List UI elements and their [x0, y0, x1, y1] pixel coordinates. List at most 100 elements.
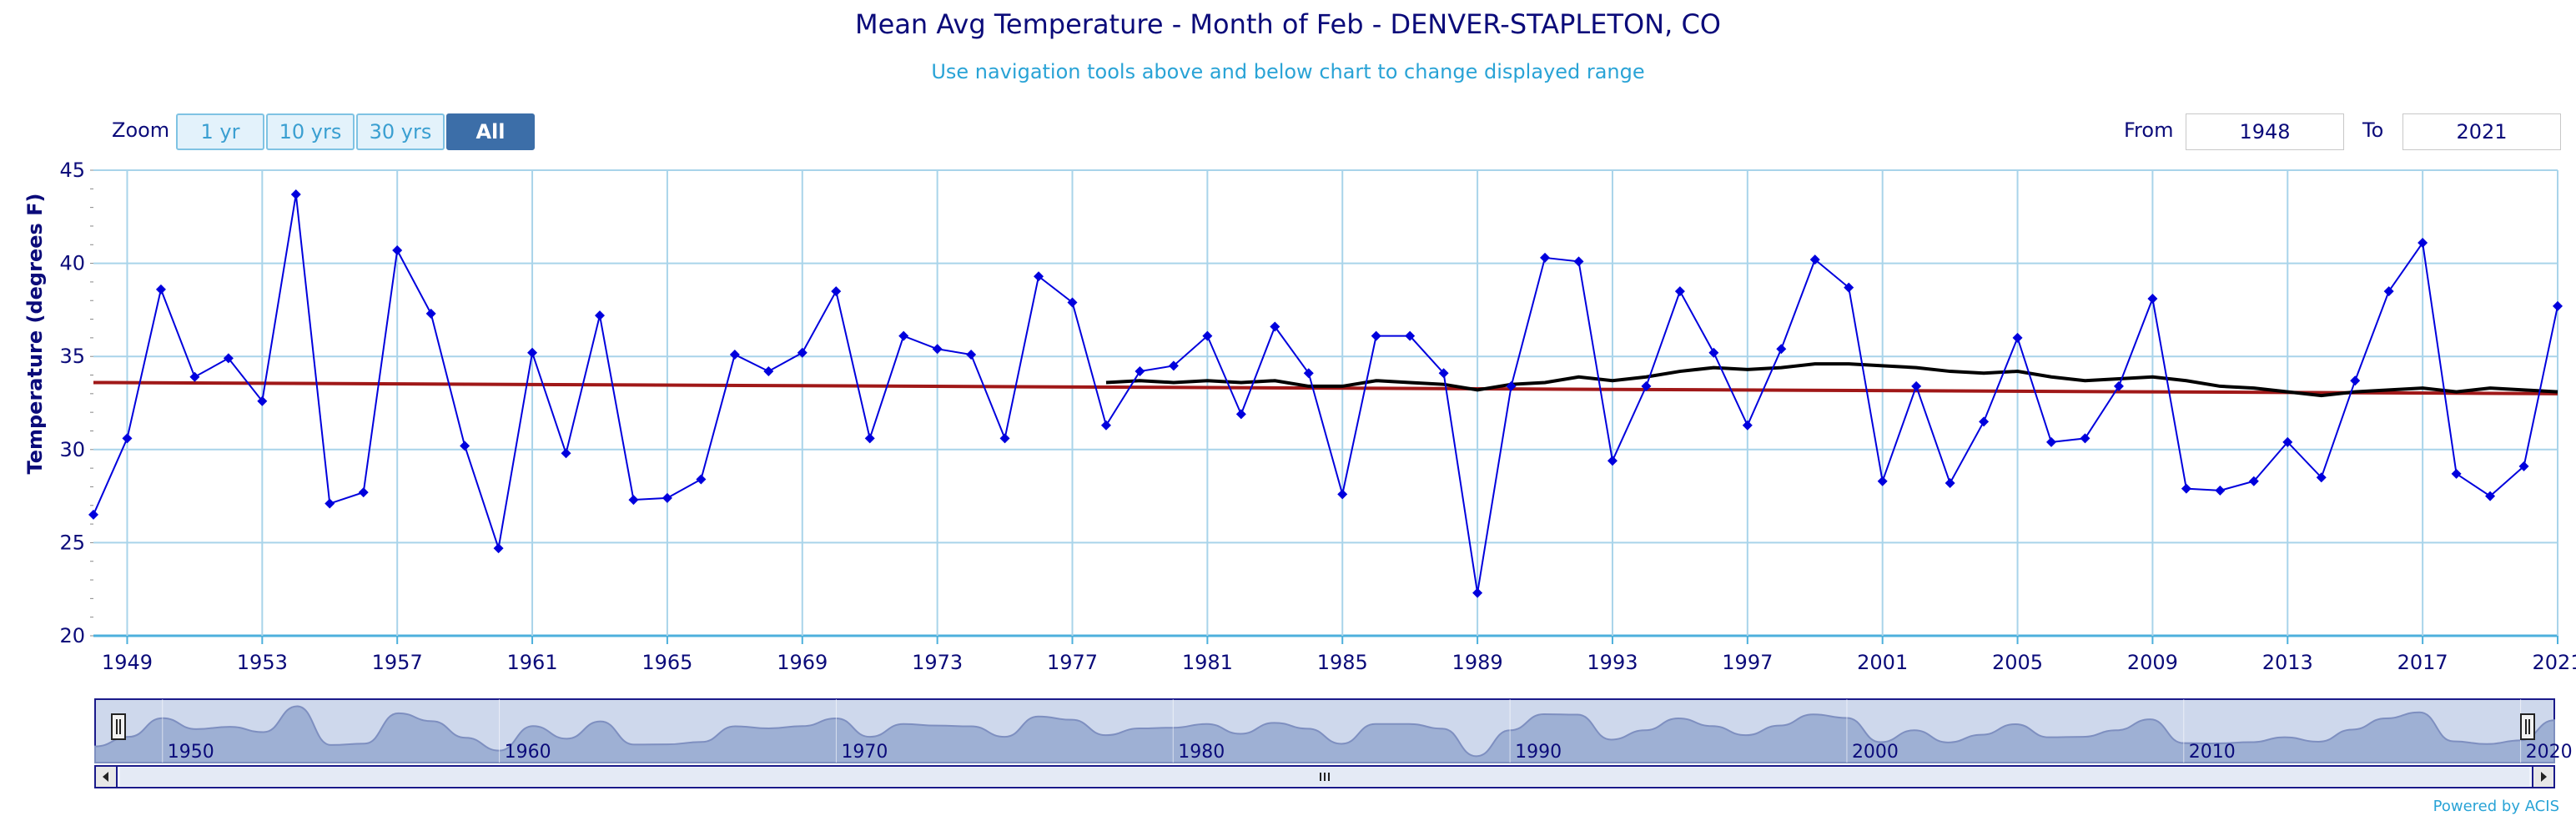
data-point[interactable]	[460, 441, 470, 451]
navigator-tick-label: 1950	[168, 742, 214, 763]
data-point[interactable]	[2553, 300, 2563, 311]
data-point[interactable]	[864, 433, 875, 444]
data-point[interactable]	[1168, 360, 1179, 371]
zoom-10yrs-button[interactable]: 10 yrs	[266, 113, 355, 150]
data-point[interactable]	[966, 349, 977, 360]
data-point[interactable]	[290, 189, 301, 200]
data-point[interactable]	[189, 371, 200, 382]
data-point[interactable]	[88, 509, 98, 520]
data-point[interactable]	[2350, 375, 2361, 386]
data-point[interactable]	[831, 286, 842, 297]
x-axis: 1949 1953 1957 1961 1965 1969 1973 1977 1981 1985…	[102, 636, 2576, 674]
data-point[interactable]	[122, 433, 133, 444]
to-date-input[interactable]: 2021	[2402, 113, 2561, 150]
data-point[interactable]	[2451, 468, 2462, 479]
data-point[interactable]	[2012, 332, 2023, 343]
data-point[interactable]	[1607, 456, 1618, 466]
data-point[interactable]	[932, 344, 943, 355]
data-point[interactable]	[1034, 271, 1044, 282]
data-point[interactable]	[493, 543, 504, 554]
data-point[interactable]	[1945, 477, 1955, 488]
data-point[interactable]	[1809, 254, 1820, 265]
scrollbar-track[interactable]	[94, 765, 2555, 788]
navigator-tick-label: 2020	[2526, 742, 2573, 763]
data-point[interactable]	[561, 448, 571, 459]
powered-by-credit[interactable]: Powered by ACIS	[2433, 798, 2559, 815]
data-point[interactable]	[2316, 472, 2327, 483]
data-point[interactable]	[527, 347, 538, 358]
data-point[interactable]	[2181, 483, 2191, 494]
data-point[interactable]	[1776, 344, 1787, 355]
data-point[interactable]	[763, 366, 774, 377]
data-point[interactable]	[1202, 330, 1213, 341]
data-point[interactable]	[729, 349, 740, 360]
data-point[interactable]	[1405, 330, 1416, 341]
zoom-30yrs-button[interactable]: 30 yrs	[356, 113, 445, 150]
data-point[interactable]	[1911, 380, 1922, 391]
moving-average-line	[1105, 362, 2558, 398]
data-point[interactable]	[1844, 282, 1854, 293]
data-point[interactable]	[898, 330, 909, 341]
data-point[interactable]	[1708, 347, 1719, 358]
trend-line	[93, 380, 2558, 395]
data-point[interactable]	[594, 310, 605, 321]
data-point[interactable]	[2046, 436, 2057, 447]
data-point[interactable]	[1067, 297, 1078, 308]
navigator-tick-label: 1970	[841, 742, 888, 763]
scrollbar-right-button[interactable]	[2532, 765, 2555, 788]
data-point[interactable]	[2518, 461, 2529, 471]
data-point[interactable]	[2080, 433, 2090, 444]
data-point[interactable]	[696, 474, 707, 485]
scrollbar-thumb[interactable]	[120, 768, 2529, 786]
scroll-left-arrow-icon	[103, 772, 108, 782]
data-point[interactable]	[662, 492, 672, 503]
data-point[interactable]	[999, 433, 1010, 444]
data-point[interactable]	[628, 495, 639, 506]
x-tick-label: 1989	[1452, 651, 1503, 674]
data-point[interactable]	[1303, 368, 1314, 379]
chart-subtitle: Use navigation tools above and below cha…	[931, 60, 1645, 83]
navigator-tick-label: 1990	[1515, 742, 1562, 763]
from-date-input[interactable]: 1948	[2186, 113, 2344, 150]
data-point[interactable]	[155, 284, 166, 295]
navigator-right-handle[interactable]	[2520, 713, 2535, 740]
data-point[interactable]	[2383, 286, 2394, 297]
data-point[interactable]	[1540, 252, 1551, 263]
data-point[interactable]	[358, 487, 369, 498]
data-point[interactable]	[2282, 436, 2293, 447]
data-point[interactable]	[1742, 420, 1753, 431]
data-point[interactable]	[1135, 366, 1145, 377]
data-point[interactable]	[2215, 485, 2226, 496]
data-point[interactable]	[1438, 368, 1449, 379]
data-point[interactable]	[325, 498, 335, 509]
data-point[interactable]	[2147, 294, 2158, 305]
range-navigator[interactable]: 1950 1960 1970 1980 1990 2000 2010 2020	[94, 698, 2573, 788]
data-point[interactable]	[797, 347, 808, 358]
zoom-1yr-button[interactable]: 1 yr	[176, 113, 264, 150]
data-point[interactable]	[1573, 256, 1584, 267]
zoom-all-button[interactable]: All	[446, 113, 535, 150]
data-point[interactable]	[1506, 380, 1517, 391]
chart-title: Mean Avg Temperature - Month of Feb - DE…	[855, 8, 1721, 40]
data-point[interactable]	[1270, 321, 1280, 332]
data-point[interactable]	[2248, 476, 2259, 486]
data-point[interactable]	[1877, 476, 1888, 486]
data-point[interactable]	[1674, 286, 1685, 297]
data-point[interactable]	[392, 244, 403, 255]
data-point[interactable]	[2485, 491, 2496, 501]
data-point[interactable]	[1371, 330, 1381, 341]
data-point[interactable]	[1641, 380, 1652, 391]
data-point[interactable]	[1979, 416, 1990, 427]
data-point[interactable]	[425, 308, 436, 319]
data-point[interactable]	[2418, 238, 2428, 249]
navigator-left-handle[interactable]	[111, 713, 126, 740]
data-point[interactable]	[1100, 420, 1111, 431]
navigator-selection[interactable]	[94, 698, 2555, 763]
scrollbar-left-button[interactable]	[94, 765, 118, 788]
data-point[interactable]	[1235, 409, 1246, 420]
data-point[interactable]	[257, 395, 268, 406]
data-point[interactable]	[223, 353, 234, 364]
data-point[interactable]	[1337, 489, 1348, 500]
data-point[interactable]	[1472, 587, 1483, 598]
data-point[interactable]	[2113, 380, 2124, 391]
